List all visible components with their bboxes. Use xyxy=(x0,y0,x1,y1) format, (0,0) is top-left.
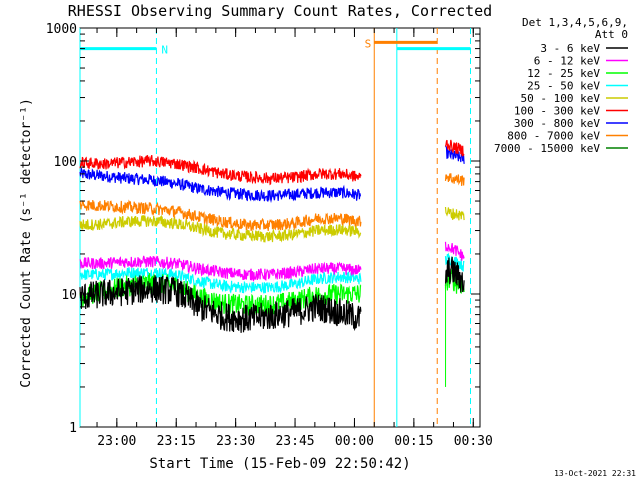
series-line xyxy=(444,256,465,293)
series-line xyxy=(444,252,465,272)
chart-title: RHESSI Observing Summary Count Rates, Co… xyxy=(68,2,492,20)
y-tick-label: 10 xyxy=(61,288,77,303)
x-tick-label: 23:30 xyxy=(216,434,255,449)
series-line xyxy=(79,266,362,294)
flag-label: S xyxy=(365,37,372,50)
series-line xyxy=(444,139,465,158)
series-line xyxy=(79,214,362,243)
series-layer xyxy=(79,139,465,387)
legend-entry-label: 100 - 300 keV xyxy=(514,105,600,118)
legend-entry-label: 50 - 100 keV xyxy=(521,92,601,105)
y-tick-label: 1000 xyxy=(46,22,77,37)
x-axis-label: Start Time (15-Feb-09 22:50:42) xyxy=(149,456,410,472)
series-line xyxy=(445,145,465,164)
x-tick-label: 23:45 xyxy=(275,434,314,449)
series-line xyxy=(79,154,362,186)
series-line xyxy=(79,168,362,204)
y-axis-label: Corrected Count Rate (s⁻¹ detector⁻¹) xyxy=(19,98,34,388)
flag-label: N xyxy=(161,44,168,57)
x-tick-label: 23:15 xyxy=(157,434,196,449)
legend-header-line-1: Det 1,3,4,5,6,9, xyxy=(522,16,628,29)
series-line xyxy=(79,275,362,333)
legend-entry-label: 6 - 12 keV xyxy=(534,55,601,68)
x-tick-label: 00:30 xyxy=(454,434,493,449)
legend-entry-label: 12 - 25 keV xyxy=(527,67,600,80)
legend-entry-label: 300 - 800 keV xyxy=(514,117,600,130)
x-axis: 23:00 23:15 23:30 23:45 00:00 00:15 00:30 xyxy=(96,28,493,449)
y-axis: 1 10 100 1000 xyxy=(46,22,480,436)
y-tick-label: 1 xyxy=(69,421,77,436)
footer-timestamp: 13-Oct-2021 22:31 xyxy=(554,469,636,478)
legend-entry-label: 25 - 50 keV xyxy=(527,80,600,93)
x-tick-label: 23:00 xyxy=(97,434,136,449)
x-tick-label: 00:00 xyxy=(335,434,374,449)
series-line xyxy=(79,199,362,232)
series-line xyxy=(444,241,465,261)
series-line xyxy=(444,206,465,221)
x-tick-label: 00:15 xyxy=(394,434,433,449)
legend-entry-label: 7000 - 15000 keV xyxy=(494,142,600,155)
legend-entry-label: 3 - 6 keV xyxy=(540,42,600,55)
series-line xyxy=(444,173,465,186)
legend-header-line-2: Att 0 xyxy=(595,28,628,41)
y-tick-label: 100 xyxy=(54,155,77,170)
series-line xyxy=(79,255,362,282)
legend-entry-label: 800 - 7000 keV xyxy=(507,130,600,143)
